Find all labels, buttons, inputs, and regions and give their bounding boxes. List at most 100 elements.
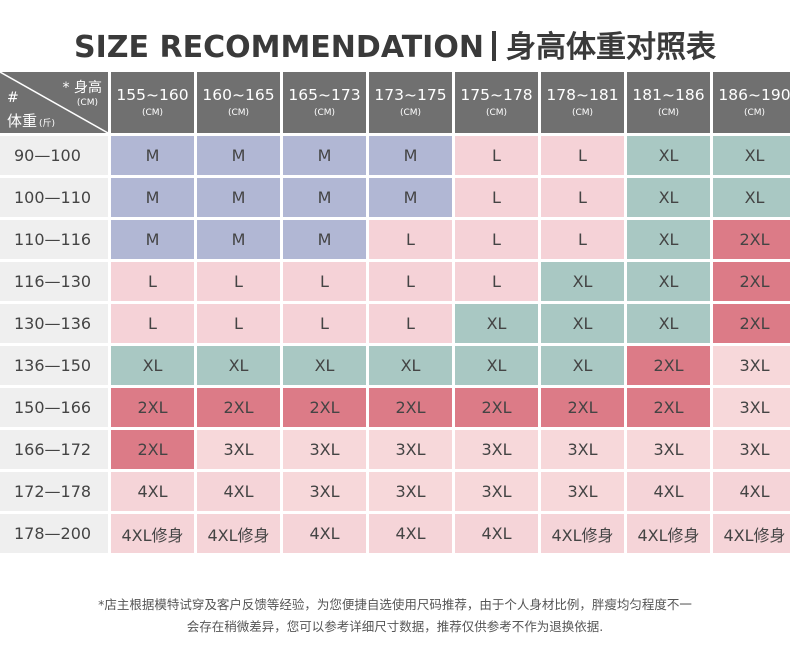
height-range: 160~165 — [202, 86, 275, 104]
size-cell: XL — [541, 304, 624, 343]
height-header-cell: 181~186 (CM) — [627, 72, 710, 133]
size-cell: L — [111, 262, 194, 301]
size-cell: 3XL — [197, 430, 280, 469]
size-cell: 4XL — [455, 514, 538, 553]
height-header-cell: 165~173 (CM) — [283, 72, 366, 133]
size-cell: M — [111, 220, 194, 259]
size-cell: XL — [627, 136, 710, 175]
size-cell: 2XL — [455, 388, 538, 427]
size-cell: XL — [455, 304, 538, 343]
height-range: 186~190 — [718, 86, 790, 104]
size-cell: 3XL — [369, 430, 452, 469]
size-cell: 3XL — [541, 472, 624, 511]
size-cell: 4XL修身 — [713, 514, 790, 553]
size-cell: 3XL — [283, 430, 366, 469]
height-header-cell: 186~190 (CM) — [713, 72, 790, 133]
size-cell: M — [283, 220, 366, 259]
height-axis-unit: (CM) — [76, 98, 98, 108]
size-cell: 3XL — [713, 388, 790, 427]
size-cell: L — [455, 262, 538, 301]
size-cell: M — [369, 178, 452, 217]
weight-range-cell: 136—150 — [0, 346, 108, 385]
size-cell: 2XL — [369, 388, 452, 427]
size-cell: XL — [627, 178, 710, 217]
size-cell: L — [455, 178, 538, 217]
size-cell: 2XL — [713, 220, 790, 259]
size-cell: M — [111, 136, 194, 175]
size-cell: 2XL — [541, 388, 624, 427]
height-range: 155~160 — [116, 86, 189, 104]
size-cell: XL — [713, 178, 790, 217]
size-cell: L — [283, 304, 366, 343]
size-cell: XL — [197, 346, 280, 385]
weight-range-cell: 172—178 — [0, 472, 108, 511]
footnote-line-2: 会存在稍微差异，您可以参考详细尺寸数据，推荐仅供参考不作为退换依据. — [186, 619, 604, 634]
size-cell: 4XL修身 — [627, 514, 710, 553]
size-cell: M — [283, 136, 366, 175]
size-cell: L — [111, 304, 194, 343]
size-chart-table: * 身高 (CM) # 体重 (斤) 155~160 (CM) 160~165 (CM)… — [0, 72, 790, 553]
size-cell: L — [197, 262, 280, 301]
height-unit: (CM) — [571, 108, 594, 118]
size-cell: 4XL — [713, 472, 790, 511]
weight-axis-label: 体重 (斤) — [7, 112, 56, 130]
height-range: 178~181 — [546, 86, 619, 104]
title-divider — [491, 31, 496, 61]
size-cell: 2XL — [111, 430, 194, 469]
size-cell: XL — [541, 346, 624, 385]
height-axis-label: * 身高 — [62, 80, 102, 96]
size-cell: 4XL — [111, 472, 194, 511]
size-cell: 4XL — [627, 472, 710, 511]
size-cell: 2XL — [627, 388, 710, 427]
size-cell: 2XL — [713, 262, 790, 301]
height-header-cell: 160~165 (CM) — [197, 72, 280, 133]
size-cell: L — [455, 220, 538, 259]
diagonal-divider — [0, 72, 108, 133]
size-cell: L — [455, 136, 538, 175]
size-cell: 3XL — [541, 430, 624, 469]
size-cell: M — [197, 178, 280, 217]
size-cell: 4XL修身 — [541, 514, 624, 553]
height-unit: (CM) — [743, 108, 766, 118]
size-cell: M — [197, 220, 280, 259]
height-range: 175~178 — [460, 86, 533, 104]
weight-range-cell: 110—116 — [0, 220, 108, 259]
height-range: 165~173 — [288, 86, 361, 104]
title-latin: SIZE RECOMMENDATION — [74, 30, 484, 65]
height-unit: (CM) — [313, 108, 336, 118]
size-cell: 2XL — [111, 388, 194, 427]
size-cell: L — [541, 220, 624, 259]
weight-range-cell: 116—130 — [0, 262, 108, 301]
size-cell: M — [111, 178, 194, 217]
size-cell: 3XL — [713, 430, 790, 469]
height-unit: (CM) — [141, 108, 164, 118]
height-range: 173~175 — [374, 86, 447, 104]
size-cell: 2XL — [713, 304, 790, 343]
size-cell: L — [369, 220, 452, 259]
size-cell: 3XL — [455, 430, 538, 469]
size-cell: XL — [713, 136, 790, 175]
size-cell: 3XL — [369, 472, 452, 511]
size-cell: L — [541, 178, 624, 217]
height-unit: (CM) — [485, 108, 508, 118]
size-cell: XL — [627, 262, 710, 301]
size-cell: M — [369, 136, 452, 175]
weight-range-cell: 130—136 — [0, 304, 108, 343]
height-header-cell: 175~178 (CM) — [455, 72, 538, 133]
weight-range-cell: 100—110 — [0, 178, 108, 217]
size-cell: M — [283, 178, 366, 217]
height-range: 181~186 — [632, 86, 705, 104]
size-cell: M — [197, 136, 280, 175]
size-cell: 4XL — [369, 514, 452, 553]
hash-mark: # — [7, 90, 19, 106]
size-cell: 4XL — [197, 472, 280, 511]
size-cell: XL — [627, 220, 710, 259]
size-cell: L — [197, 304, 280, 343]
size-cell: 2XL — [197, 388, 280, 427]
size-cell: 3XL — [713, 346, 790, 385]
footnote-line-1: *店主根据模特试穿及客户反馈等经验，为您便捷自选使用尺码推荐，由于个人身材比例，… — [98, 597, 692, 612]
size-cell: 4XL修身 — [197, 514, 280, 553]
size-cell: XL — [455, 346, 538, 385]
size-cell: L — [369, 304, 452, 343]
size-cell: 3XL — [283, 472, 366, 511]
